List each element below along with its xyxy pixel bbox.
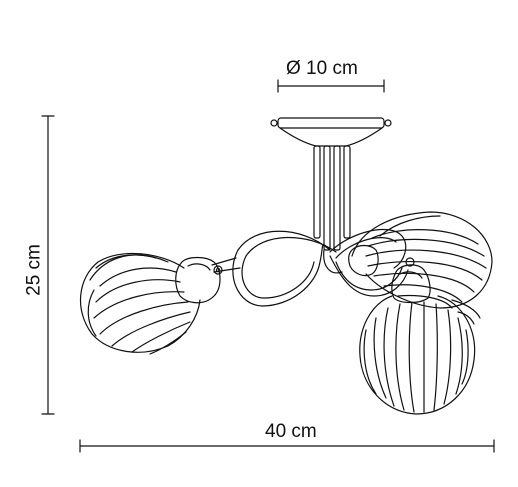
socket-left (175, 256, 223, 304)
diameter-dimension-line (277, 79, 385, 93)
width-dimension-line (79, 439, 495, 453)
lamp-shade-front-right (359, 295, 476, 415)
lamp-arms (211, 228, 409, 307)
socket-middle (348, 244, 379, 277)
diameter-label: Ø 10 cm (286, 58, 358, 79)
ceiling-canopy (270, 117, 392, 147)
lamp-shade-back-right (351, 211, 493, 325)
width-label: 40 cm (265, 421, 317, 442)
socket-front (391, 257, 431, 304)
height-label: 25 cm (23, 244, 45, 296)
height-dimension-line (41, 115, 55, 415)
lamp-shade-left (79, 252, 201, 355)
stem-rods (313, 145, 351, 251)
